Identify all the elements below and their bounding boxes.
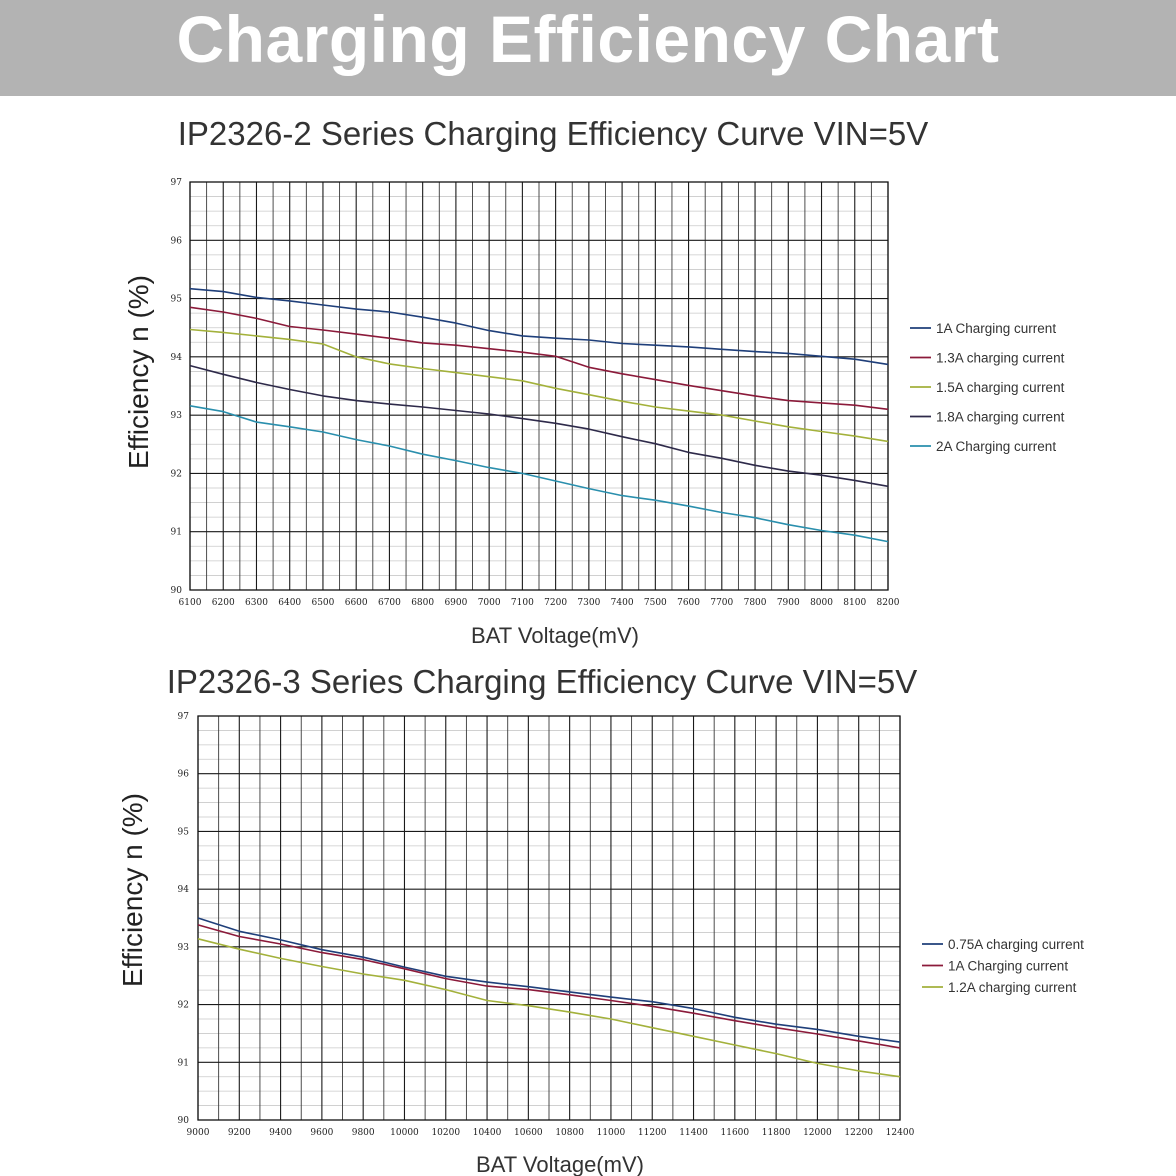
y-tick-label: 96 [171,236,183,246]
x-tick-label: 6200 [212,598,235,608]
chart1-series-lines [189,287,889,543]
series-line [189,287,889,366]
x-tick-label: 7500 [644,598,667,608]
x-tick-label: 7100 [511,598,534,608]
x-tick-label: 11200 [638,1128,667,1138]
x-tick-label: 11600 [721,1128,750,1138]
x-tick-label: 9200 [228,1128,251,1138]
x-tick-label: 9000 [187,1128,210,1138]
x-tick-label: 9600 [310,1128,333,1138]
x-tick-label: 7900 [777,598,800,608]
title-banner [0,0,1176,96]
x-tick-label: 6600 [345,598,368,608]
y-tick-label: 92 [178,1001,189,1011]
series-line [189,328,889,443]
x-tick-label: 6900 [444,598,467,608]
y-tick-label: 96 [178,770,190,780]
y-tick-label: 97 [178,712,190,722]
chart2-y-ticks: 90 91 92 93 94 95 96 97 [178,712,190,1126]
y-tick-label: 97 [171,178,183,188]
chart2-series-lines [197,917,901,1078]
series-line [189,405,889,543]
chart1-x-ticks: 6100 6200 6300 6400 6500 6600 6700 6800 6900 7000… [179,598,900,608]
chart2-major-grid [197,715,901,1121]
x-tick-label: 6500 [311,598,334,608]
chart2-x-axis-label: BAT Voltage(mV) [476,1152,644,1176]
x-tick-label: 7700 [710,598,733,608]
plot-frame [189,181,889,591]
series-line [189,306,889,411]
y-tick-label: 95 [178,827,190,837]
x-tick-label: 8200 [877,598,900,608]
x-tick-label: 6800 [411,598,434,608]
x-tick-label: 7300 [577,598,600,608]
x-tick-label: 7600 [677,598,700,608]
chart1-y-axis-label: Efficiency n (%) [123,275,154,469]
x-tick-label: 7000 [478,598,501,608]
x-tick-label: 10000 [390,1128,419,1138]
x-tick-label: 11800 [762,1128,791,1138]
legend-label: 1A Charging current [936,321,1056,336]
x-tick-label: 6300 [245,598,268,608]
legend-label: 2A Charging current [936,439,1056,454]
x-tick-label: 6700 [378,598,401,608]
chart2-y-axis-label: Efficiency n (%) [117,793,148,987]
y-tick-label: 94 [178,885,190,895]
legend-label: 1.8A charging current [936,410,1065,425]
x-tick-label: 10600 [514,1128,543,1138]
series-line [197,938,901,1078]
y-tick-label: 93 [171,411,183,421]
x-tick-label: 8000 [810,598,833,608]
chart2-minor-grid [198,716,900,1120]
x-tick-label: 7800 [744,598,767,608]
legend-label: 1A Charging current [948,959,1068,974]
x-tick-label: 8100 [843,598,866,608]
series-line [189,364,889,488]
x-tick-label: 9800 [352,1128,375,1138]
y-tick-label: 93 [178,943,190,953]
y-tick-label: 90 [178,1116,190,1126]
y-tick-label: 95 [171,295,183,305]
legend-label: 1.5A charging current [936,380,1065,395]
x-tick-label: 6400 [278,598,301,608]
x-tick-label: 6100 [179,598,202,608]
legend-label: 1.3A charging current [936,351,1065,366]
legend-label: 1.2A charging current [948,980,1077,995]
y-tick-label: 90 [171,586,183,596]
x-tick-label: 9400 [269,1128,292,1138]
chart1-y-ticks: 90 91 92 93 94 95 96 97 [171,178,183,596]
chart1-title: IP2326-2 Series Charging Efficiency Curv… [178,115,929,152]
y-tick-label: 94 [171,353,183,363]
legend-label: 0.75A charging current [948,937,1084,952]
chart1-legend: 1A Charging current 1.3A charging current… [910,321,1065,454]
x-tick-label: 12400 [886,1128,915,1138]
y-tick-label: 91 [178,1058,189,1068]
banner-title: Charging Efficiency Chart [176,2,1000,76]
series-line [197,924,901,1049]
x-tick-label: 7400 [611,598,634,608]
x-tick-label: 12000 [803,1128,832,1138]
x-tick-label: 11000 [597,1128,626,1138]
x-tick-label: 10800 [555,1128,584,1138]
chart2-x-ticks: 9000 9200 9400 9600 9800 10000 10200 10400 10600… [187,1128,915,1138]
chart1-minor-grid [190,182,888,590]
y-tick-label: 91 [171,528,182,538]
chart1-major-grid [189,181,889,591]
chart1-x-axis-label: BAT Voltage(mV) [471,623,639,648]
x-tick-label: 11400 [679,1128,708,1138]
x-tick-label: 12200 [844,1128,873,1138]
series-line [197,917,901,1043]
y-tick-label: 92 [171,469,182,479]
x-tick-label: 10400 [473,1128,502,1138]
chart2-legend: 0.75A charging current 1A Charging curren… [922,937,1084,995]
chart2-title: IP2326-3 Series Charging Efficiency Curv… [167,663,918,700]
x-tick-label: 10200 [431,1128,460,1138]
x-tick-label: 7200 [544,598,567,608]
